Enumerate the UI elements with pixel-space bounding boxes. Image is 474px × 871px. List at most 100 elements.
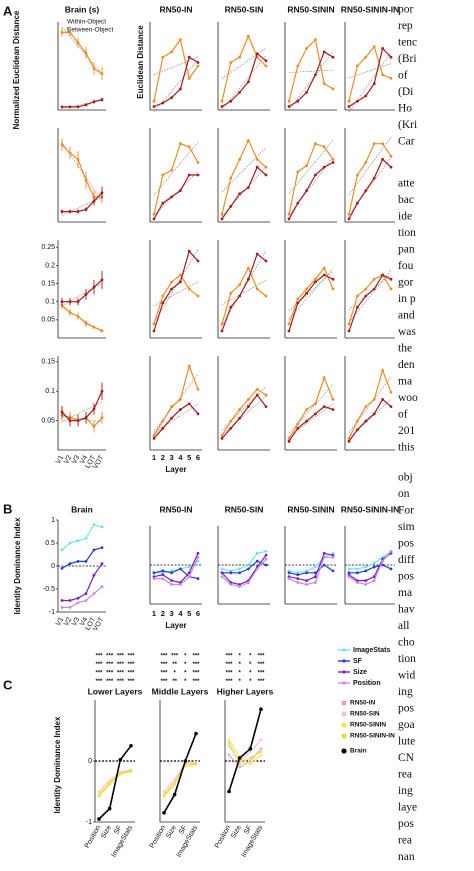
- data-point: [381, 142, 384, 146]
- data-point: [60, 300, 64, 304]
- data-point: [381, 73, 384, 77]
- body-text: all: [398, 620, 410, 632]
- series-line: [288, 161, 334, 220]
- data-point: [389, 287, 393, 291]
- data-point: [84, 560, 88, 563]
- data-point: [97, 817, 101, 821]
- body-text: hav: [398, 604, 415, 616]
- series-line: [153, 142, 199, 215]
- series-line: [153, 553, 199, 584]
- column-title: RN50-SININ: [287, 504, 334, 514]
- data-point: [381, 397, 384, 401]
- data-point: [381, 563, 384, 567]
- series-line: [288, 375, 334, 439]
- x-tick-label: SF: [113, 824, 124, 835]
- data-point: [247, 139, 250, 142]
- data-point: [287, 571, 291, 575]
- data-point: [68, 311, 72, 314]
- series-line: [228, 708, 262, 792]
- series-line: [154, 556, 199, 586]
- significance-mark: ***: [225, 679, 233, 685]
- significance-mark: *: [238, 671, 241, 677]
- significance-mark: *: [173, 671, 176, 677]
- data-point: [170, 579, 174, 582]
- y-tick-label: 0.1: [45, 388, 55, 395]
- data-point: [68, 210, 72, 213]
- data-point: [92, 100, 96, 104]
- data-point: [179, 397, 182, 401]
- data-point: [179, 280, 182, 284]
- data-point: [322, 50, 326, 54]
- data-point: [161, 55, 165, 59]
- series-line: [163, 762, 197, 797]
- data-point: [389, 390, 393, 394]
- trend-line: [61, 401, 103, 423]
- data-point: [389, 165, 393, 169]
- legend-label: RN50-SININ: [350, 722, 386, 729]
- data-point: [305, 569, 308, 573]
- data-point: [162, 790, 166, 793]
- data-point: [249, 750, 252, 754]
- data-point: [161, 577, 165, 581]
- data-point: [238, 765, 241, 769]
- data-point: [314, 38, 317, 41]
- x-tick-label: V1: [55, 616, 65, 627]
- series-line: [62, 563, 103, 602]
- data-point: [179, 142, 182, 146]
- data-point: [296, 571, 300, 575]
- data-point: [347, 571, 351, 575]
- data-point: [60, 599, 64, 602]
- data-point: [364, 189, 368, 193]
- column-title: Brain (s): [65, 4, 100, 14]
- data-point: [179, 38, 182, 41]
- y-tick-label: 0.1: [45, 299, 55, 306]
- column-title: RN50-IN: [159, 504, 192, 514]
- data-point: [100, 562, 104, 566]
- series-line: [288, 38, 334, 102]
- data-point: [305, 47, 308, 50]
- data-point: [305, 571, 308, 575]
- body-text: pos: [398, 538, 415, 550]
- significance-mark: ***: [160, 679, 168, 685]
- series-line: [221, 34, 267, 102]
- data-point: [322, 376, 326, 380]
- data-point: [60, 548, 64, 552]
- trend-line: [153, 170, 199, 216]
- data-point: [255, 252, 259, 256]
- data-point: [372, 561, 376, 565]
- series-line: [61, 547, 103, 569]
- data-point: [60, 606, 64, 609]
- data-point: [264, 59, 268, 63]
- data-point: [381, 47, 384, 50]
- data-point: [264, 553, 268, 557]
- data-point: [60, 143, 64, 147]
- data-point: [255, 157, 259, 161]
- panel-title: Lower Layers: [88, 686, 143, 696]
- y-tick-label: 0.2: [45, 262, 55, 269]
- data-point: [196, 387, 200, 391]
- data-point: [76, 314, 80, 318]
- data-point: [161, 173, 165, 177]
- y-tick-label: 0.5: [45, 540, 55, 547]
- data-point: [170, 583, 174, 586]
- data-point: [229, 204, 233, 208]
- data-point: [187, 76, 191, 80]
- significance-mark: ***: [257, 654, 265, 660]
- significance-mark: ***: [160, 671, 168, 677]
- series-line: [288, 556, 333, 586]
- data-point: [305, 287, 308, 291]
- trend-line: [153, 403, 199, 434]
- data-point: [347, 439, 351, 443]
- significance-mark: ***: [192, 662, 200, 668]
- data-point: [356, 201, 359, 205]
- data-point: [92, 573, 96, 577]
- trend-line: [288, 140, 334, 194]
- trend-line: [288, 268, 334, 320]
- significance-mark: ***: [95, 671, 103, 677]
- data-point: [152, 577, 156, 581]
- data-point: [152, 105, 156, 108]
- data-point: [331, 55, 335, 59]
- body-text: rea: [398, 835, 412, 847]
- significance-mark: ***: [160, 654, 168, 660]
- legend-label: Brain: [350, 748, 367, 755]
